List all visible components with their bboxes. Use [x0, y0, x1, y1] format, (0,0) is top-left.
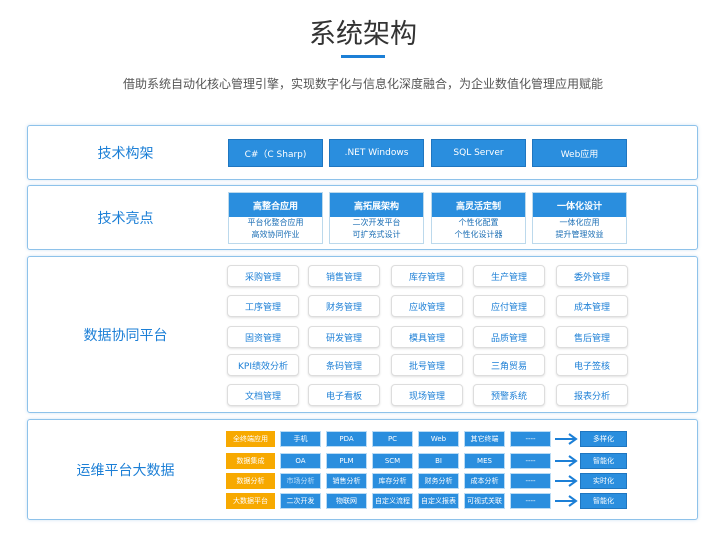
tech-item[interactable]: Web应用	[532, 139, 627, 167]
ops-item[interactable]: BI	[418, 453, 459, 469]
card-line: 提升管理效益	[555, 230, 604, 239]
panel-label: 技术构架	[97, 145, 154, 162]
module-button[interactable]: 批号管理	[391, 354, 463, 376]
module-button[interactable]: 三角贸易	[473, 354, 545, 376]
ops-item[interactable]: MES	[464, 453, 505, 469]
module-button[interactable]: 库存管理	[391, 265, 463, 287]
tech-item[interactable]: .NET Windows	[329, 139, 424, 167]
highlight-card: 高灵活定制 个性化配置个性化设计器	[431, 192, 526, 244]
tech-item[interactable]: C#（C Sharp)	[228, 139, 323, 167]
ops-item[interactable]: OA	[280, 453, 321, 469]
highlights-panel: 技术亮点 高整合应用 平台化整合应用 高效协同作业 高拓展架构 二次开发平台 可扩充式设计…	[27, 185, 698, 250]
title-underline	[341, 55, 385, 58]
result-label: 智能化	[580, 493, 627, 509]
result-label: 智能化	[580, 453, 627, 469]
ops-item[interactable]: Web	[418, 431, 459, 447]
ops-item[interactable]: 财务分析	[418, 473, 459, 489]
ops-item[interactable]: ----	[510, 473, 551, 489]
module-button[interactable]: 销售管理	[308, 265, 380, 287]
result-label: 多样化	[580, 431, 627, 447]
result-label: 实时化	[580, 473, 627, 489]
category-label: 数据分析	[226, 473, 275, 489]
highlight-card: 一体化设计 一体化应用提升管理效益	[532, 192, 627, 244]
panel-label: 技术亮点	[97, 210, 154, 227]
module-button[interactable]: 条码管理	[308, 354, 380, 376]
ops-item[interactable]: 成本分析	[464, 473, 505, 489]
ops-item[interactable]: PDA	[326, 431, 367, 447]
ops-item[interactable]: 手机	[280, 431, 321, 447]
ops-item[interactable]: ----	[510, 453, 551, 469]
module-button[interactable]: 固资管理	[227, 326, 299, 348]
panel-label: 运维平台大数据	[76, 462, 175, 479]
module-button[interactable]: 售后管理	[556, 326, 628, 348]
module-button[interactable]: 财务管理	[308, 295, 380, 317]
ops-item[interactable]: SCM	[372, 453, 413, 469]
card-line: 平台化整合应用	[247, 218, 304, 227]
module-button[interactable]: 电子看板	[308, 384, 380, 406]
platform-panel: 数据协同平台 采购管理 销售管理 库存管理 生产管理 委外管理工序管理 财务管理 应收管理应…	[27, 256, 698, 413]
category-label: 数据集成	[226, 453, 275, 469]
category-label: 大数据平台	[226, 493, 275, 509]
card-title: 高拓展架构	[330, 193, 423, 217]
module-button[interactable]: 研发管理	[308, 326, 380, 348]
module-button[interactable]: 预警系统	[473, 384, 545, 406]
card-title: 一体化设计	[533, 193, 626, 217]
tech-item[interactable]: SQL Server	[431, 139, 526, 167]
module-button[interactable]: 品质管理	[473, 326, 545, 348]
highlight-card: 高整合应用 平台化整合应用 高效协同作业	[228, 192, 323, 244]
ops-item[interactable]: 二次开发	[280, 493, 321, 509]
module-button[interactable]: 应付管理	[473, 295, 545, 317]
card-line: 一体化应用	[559, 218, 600, 227]
card-line: 个性化配置	[458, 218, 499, 227]
module-button[interactable]: 应收管理	[391, 295, 463, 317]
ops-item[interactable]: PC	[372, 431, 413, 447]
module-button[interactable]: 报表分析	[556, 384, 628, 406]
ops-panel: 运维平台大数据 全终端应用 手机 PDA PC Web 其它终端 ---- 多样化数据集成 OA…	[27, 419, 698, 520]
module-button[interactable]: 生产管理	[473, 265, 545, 287]
module-button[interactable]: 采购管理	[227, 265, 299, 287]
card-line: 可扩充式设计	[352, 230, 401, 239]
module-button[interactable]: 委外管理	[556, 265, 628, 287]
module-button[interactable]: 成本管理	[556, 295, 628, 317]
arrow-right-icon	[555, 473, 579, 489]
module-button[interactable]: 现场管理	[391, 384, 463, 406]
tech-stack-panel: 技术构架 C#（C Sharp) .NET Windows SQL Server We…	[27, 125, 698, 180]
ops-item[interactable]: 市场分析	[280, 473, 321, 489]
module-button[interactable]: 模具管理	[391, 326, 463, 348]
card-title: 高整合应用	[229, 193, 322, 217]
arrow-right-icon	[555, 431, 579, 447]
module-button[interactable]: 工序管理	[227, 295, 299, 317]
page-subtitle: 借助系统自动化核心管理引擎，实现数字化与信息化深度融合，为企业数值化管理应用赋能	[122, 77, 603, 91]
category-label: 全终端应用	[226, 431, 275, 447]
ops-item[interactable]: 销售分析	[326, 473, 367, 489]
ops-item[interactable]: 其它终端	[464, 431, 505, 447]
highlight-card: 高拓展架构 二次开发平台 可扩充式设计	[329, 192, 424, 244]
arrow-right-icon	[555, 453, 579, 469]
page-title: 系统架构	[309, 19, 417, 50]
arrow-right-icon	[555, 493, 579, 509]
card-line: 个性化设计器	[454, 230, 503, 239]
ops-item[interactable]: 自定义流程	[372, 493, 413, 509]
card-line: 高效协同作业	[251, 230, 300, 239]
ops-item[interactable]: ----	[510, 493, 551, 509]
card-line: 二次开发平台	[352, 218, 401, 227]
module-button[interactable]: 电子签核	[556, 354, 628, 376]
ops-item[interactable]: 库存分析	[372, 473, 413, 489]
module-button[interactable]: KPI绩效分析	[227, 354, 299, 376]
ops-item[interactable]: PLM	[326, 453, 367, 469]
ops-item[interactable]: 可视式关联	[464, 493, 505, 509]
module-button[interactable]: 文档管理	[227, 384, 299, 406]
ops-item[interactable]: 自定义报表	[418, 493, 459, 509]
panel-label: 数据协同平台	[83, 327, 168, 344]
card-title: 高灵活定制	[432, 193, 525, 217]
ops-item[interactable]: 物联网	[326, 493, 367, 509]
ops-item[interactable]: ----	[510, 431, 551, 447]
